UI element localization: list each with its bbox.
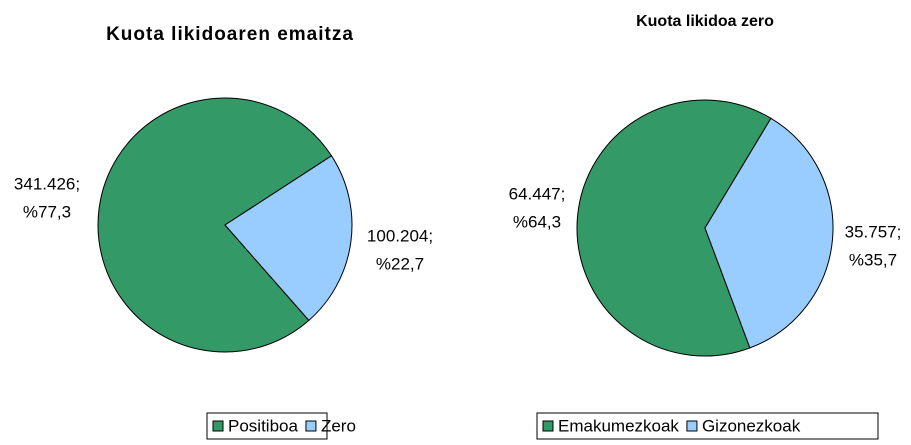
legend-swatch (305, 420, 317, 432)
legend-label: Emakumezkoak (558, 416, 679, 435)
data-label: 35.757; (845, 222, 902, 241)
legend-label: Positiboa (228, 416, 298, 435)
data-label: %64,3 (513, 212, 561, 231)
pie-slice (224, 155, 353, 322)
legend-label: Gizonezkoak (702, 416, 801, 435)
data-label: %22,7 (376, 254, 424, 273)
data-label: 341.426; (14, 174, 80, 193)
pie-slice (704, 117, 834, 349)
legend-box (536, 412, 879, 440)
data-label: 100.204; (367, 226, 433, 245)
legend-swatch (542, 420, 554, 432)
data-label: %35,7 (849, 250, 897, 269)
data-label: 64.447; (509, 184, 566, 203)
legend-swatch (686, 420, 698, 432)
chart-title: Kuota likidoa zero (636, 13, 774, 30)
legend-label: Zero (321, 416, 356, 435)
legend-swatch (212, 420, 224, 432)
data-label: %77,3 (23, 202, 71, 221)
chart-title: Kuota likidoaren emaitza (106, 24, 354, 45)
pie-slice (576, 99, 772, 357)
pie-slice (97, 97, 333, 353)
